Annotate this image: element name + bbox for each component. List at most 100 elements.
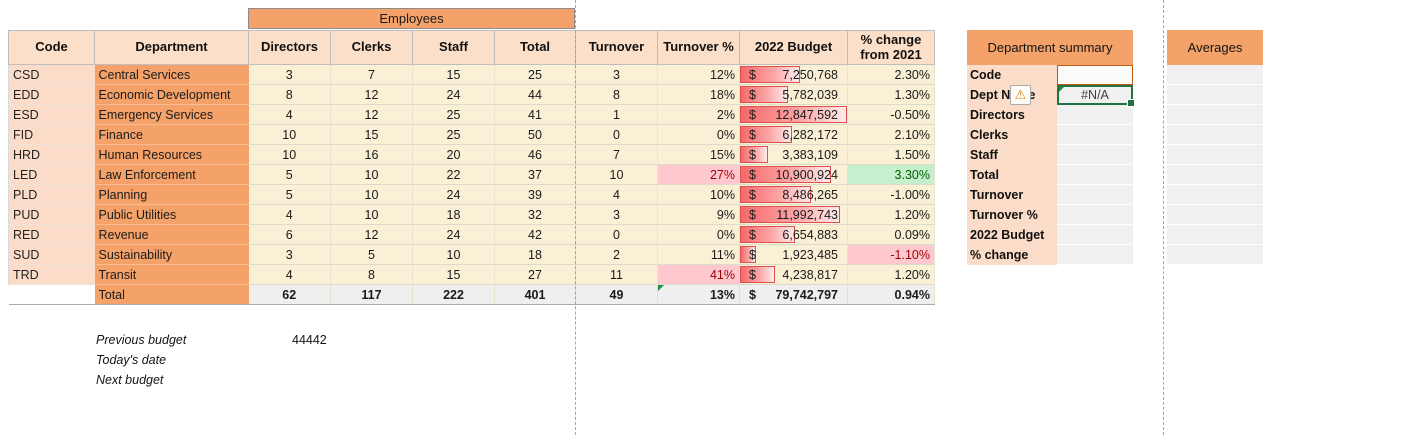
cell-change[interactable]: 1.20% bbox=[847, 204, 935, 225]
cell-change[interactable]: 2.30% bbox=[847, 64, 935, 85]
cell-staff[interactable]: 15 bbox=[412, 64, 495, 85]
cell-turnover-pct[interactable]: 0% bbox=[657, 224, 740, 245]
cell-total[interactable]: 50 bbox=[494, 124, 576, 145]
cell-turnover[interactable]: 0 bbox=[575, 124, 658, 145]
cell-department[interactable]: Planning bbox=[94, 184, 249, 205]
cell-department[interactable]: Central Services bbox=[94, 64, 249, 85]
column-header-department[interactable]: Department bbox=[94, 30, 249, 65]
cell-clerks-total[interactable]: 117 bbox=[330, 284, 413, 305]
cell-staff[interactable]: 25 bbox=[412, 124, 495, 145]
cell-staff[interactable]: 24 bbox=[412, 224, 495, 245]
cell-department[interactable]: Finance bbox=[94, 124, 249, 145]
cell-clerks[interactable]: 15 bbox=[330, 124, 413, 145]
department-summary-title-cell[interactable]: Department summary bbox=[967, 30, 1133, 65]
column-header-clerks[interactable]: Clerks bbox=[330, 30, 413, 65]
summary-value--change[interactable] bbox=[1057, 245, 1133, 265]
cell-staff[interactable]: 20 bbox=[412, 144, 495, 165]
cell-clerks[interactable]: 16 bbox=[330, 144, 413, 165]
cell-clerks[interactable]: 12 bbox=[330, 84, 413, 105]
cell-turnover[interactable]: 10 bbox=[575, 164, 658, 185]
cell-budget[interactable]: $6,282,172 bbox=[739, 124, 848, 145]
cell-change[interactable]: -1.10% bbox=[847, 244, 935, 265]
cell-staff[interactable]: 10 bbox=[412, 244, 495, 265]
cell-budget[interactable]: $79,742,797 bbox=[739, 284, 848, 305]
cell-budget[interactable]: $1,923,485 bbox=[739, 244, 848, 265]
column-header-code[interactable]: Code bbox=[8, 30, 95, 65]
cell-change[interactable]: -0.50% bbox=[847, 104, 935, 125]
summary-label-clerks[interactable]: Clerks bbox=[967, 125, 1057, 145]
cell-staff[interactable]: 25 bbox=[412, 104, 495, 125]
summary-value-staff[interactable] bbox=[1057, 145, 1133, 165]
cell-turnover-pct[interactable]: 41% bbox=[657, 264, 740, 285]
summary-value-total[interactable] bbox=[1057, 165, 1133, 185]
cell-code[interactable] bbox=[8, 284, 95, 305]
summary-label-2022-budget[interactable]: 2022 Budget bbox=[967, 225, 1057, 245]
cell-turnover-pct[interactable]: 10% bbox=[657, 184, 740, 205]
cell-staff[interactable]: 22 bbox=[412, 164, 495, 185]
column-header-turnover-[interactable]: Turnover % bbox=[657, 30, 740, 65]
cell-department[interactable]: Human Resources bbox=[94, 144, 249, 165]
cell-staff-total[interactable]: 222 bbox=[412, 284, 495, 305]
averages-empty-cell[interactable] bbox=[1167, 145, 1263, 165]
cell-clerks[interactable]: 7 bbox=[330, 64, 413, 85]
averages-empty-cell[interactable] bbox=[1167, 185, 1263, 205]
cell-directors[interactable]: 10 bbox=[248, 144, 331, 165]
cell-budget[interactable]: $5,782,039 bbox=[739, 84, 848, 105]
cell-turnover[interactable]: 3 bbox=[575, 204, 658, 225]
cell-budget[interactable]: $4,238,817 bbox=[739, 264, 848, 285]
cell-code[interactable]: SUD bbox=[8, 244, 95, 265]
cell-directors[interactable]: 10 bbox=[248, 124, 331, 145]
cell-code[interactable]: HRD bbox=[8, 144, 95, 165]
cell-directors-total[interactable]: 62 bbox=[248, 284, 331, 305]
cell-clerks[interactable]: 5 bbox=[330, 244, 413, 265]
cell-directors[interactable]: 4 bbox=[248, 264, 331, 285]
cell-turnover[interactable]: 7 bbox=[575, 144, 658, 165]
cell-turnover-pct[interactable]: 0% bbox=[657, 124, 740, 145]
summary-label--change[interactable]: % change bbox=[967, 245, 1057, 265]
cell-total[interactable]: 41 bbox=[494, 104, 576, 125]
note-label-today-s-date[interactable]: Today's date bbox=[96, 353, 167, 367]
cell-turnover[interactable]: 4 bbox=[575, 184, 658, 205]
summary-label-code[interactable]: Code bbox=[967, 65, 1057, 85]
column-header-directors[interactable]: Directors bbox=[248, 30, 331, 65]
cell-change[interactable]: 0.09% bbox=[847, 224, 935, 245]
cell-total[interactable]: 37 bbox=[494, 164, 576, 185]
cell-turnover[interactable]: 8 bbox=[575, 84, 658, 105]
averages-title-cell[interactable]: Averages bbox=[1167, 30, 1263, 65]
cell-turnover[interactable]: 11 bbox=[575, 264, 658, 285]
cell-turnover-pct[interactable]: 9% bbox=[657, 204, 740, 225]
averages-empty-cell[interactable] bbox=[1167, 85, 1263, 105]
cell-directors[interactable]: 4 bbox=[248, 204, 331, 225]
cell-code[interactable]: PUD bbox=[8, 204, 95, 225]
cell-turnover[interactable]: 2 bbox=[575, 244, 658, 265]
cell-total[interactable]: 25 bbox=[494, 64, 576, 85]
cell-department[interactable]: Emergency Services bbox=[94, 104, 249, 125]
averages-empty-cell[interactable] bbox=[1167, 225, 1263, 245]
summary-value-code[interactable] bbox=[1057, 65, 1133, 85]
cell-department[interactable]: Public Utilities bbox=[94, 204, 249, 225]
cell-turnover[interactable]: 0 bbox=[575, 224, 658, 245]
summary-value-turnover[interactable] bbox=[1057, 185, 1133, 205]
cell-clerks[interactable]: 12 bbox=[330, 104, 413, 125]
cell-code[interactable]: TRD bbox=[8, 264, 95, 285]
note-label-next-budget[interactable]: Next budget bbox=[96, 373, 164, 387]
cell-budget[interactable]: $12,847,592 bbox=[739, 104, 848, 125]
cell-total[interactable]: 46 bbox=[494, 144, 576, 165]
cell-total[interactable]: 42 bbox=[494, 224, 576, 245]
column-header-2022-budget[interactable]: 2022 Budget bbox=[739, 30, 848, 65]
averages-empty-cell[interactable] bbox=[1167, 65, 1263, 85]
summary-value-2022-budget[interactable] bbox=[1057, 225, 1133, 245]
cell-turnover[interactable]: 1 bbox=[575, 104, 658, 125]
cell-turnover-pct-total[interactable]: 13% bbox=[657, 284, 740, 305]
cell-change[interactable]: 1.30% bbox=[847, 84, 935, 105]
cell-total[interactable]: 39 bbox=[494, 184, 576, 205]
summary-label-total[interactable]: Total bbox=[967, 165, 1057, 185]
cell-clerks[interactable]: 10 bbox=[330, 204, 413, 225]
cell-directors[interactable]: 6 bbox=[248, 224, 331, 245]
error-warning-icon[interactable]: ⚠ bbox=[1010, 85, 1031, 105]
cell-directors[interactable]: 3 bbox=[248, 244, 331, 265]
cell-department[interactable]: Revenue bbox=[94, 224, 249, 245]
cell-turnover-pct[interactable]: 18% bbox=[657, 84, 740, 105]
cell-department[interactable]: Law Enforcement bbox=[94, 164, 249, 185]
summary-value-clerks[interactable] bbox=[1057, 125, 1133, 145]
